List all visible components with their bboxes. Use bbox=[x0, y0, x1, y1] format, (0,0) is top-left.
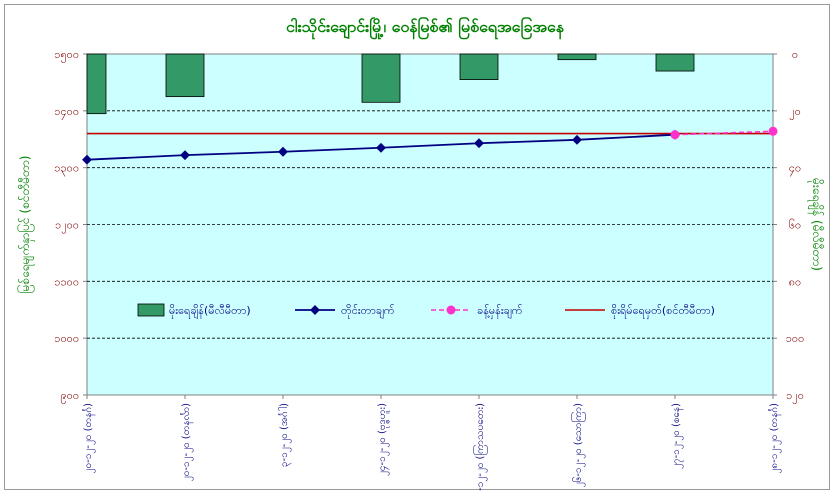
chart-title: ငါးသိုင်းချောင်းမြို့၊ ဝေ​​​န်မြစ်၏ မြစ်… bbox=[286, 16, 565, 40]
right-tick-label: ၈၀ bbox=[789, 275, 801, 288]
right-tick-label: ၂၀ bbox=[789, 105, 801, 120]
forecast-line bbox=[674, 130, 774, 136]
left-tick-label: ၁၅၀၀ bbox=[54, 48, 79, 63]
legend-label-observed: တိုင်းတာချက် bbox=[341, 304, 395, 319]
chart-frame: ငါးသိုင်းချောင်းမြို့၊ ဝေ​​​န်မြစ်၏ မြစ်… bbox=[4, 4, 830, 497]
left-tick-label: ၁၂၀၀ bbox=[55, 219, 79, 234]
left-tick-label: ၁၀၀၀ bbox=[54, 332, 79, 345]
x-tick-label: ၃-၁၂-၂၀ (အင်္ဂါ) bbox=[277, 403, 292, 467]
observed-point bbox=[278, 146, 288, 157]
right-tick-label: ၁၀၀ bbox=[786, 332, 805, 345]
x-tick-label: ၂၆-၁၂-၂၀ (သောကြာ) bbox=[570, 403, 586, 487]
rain-bar bbox=[655, 53, 695, 72]
legend-label-forecast: ခန့်မှန်းချက် bbox=[477, 304, 523, 319]
forecast-point bbox=[670, 130, 680, 140]
y-axis-label-left: မြစ်ရေမျက်နှာပြင် (စင်တီမီတာ) bbox=[16, 156, 35, 294]
y-axis-label-right: မိုးရေချိန် (မီလီမီတာ) bbox=[807, 178, 825, 271]
observed-point bbox=[474, 138, 484, 149]
left-tick-label: ၁၃၀၀ bbox=[54, 162, 79, 177]
rain-bar bbox=[165, 53, 205, 98]
left-tick-label: ၉၀၀ bbox=[60, 389, 79, 404]
observed-point bbox=[180, 150, 190, 161]
x-tick-label: ၂၀-၁၂-၂၀ (တနင်္ဂ) bbox=[81, 403, 96, 474]
legend-swatch-rain bbox=[137, 303, 165, 317]
observed-point bbox=[82, 154, 92, 165]
right-tick-label: ၄၀ bbox=[789, 162, 801, 177]
right-tick-label: ၆၀ bbox=[789, 219, 801, 232]
rain-bar bbox=[86, 53, 107, 115]
x-tick-label: ၂၅-၁၂-၂၀ (ကြာသပတေး) bbox=[472, 403, 488, 491]
rain-bar bbox=[459, 53, 499, 80]
forecast-point bbox=[768, 126, 778, 136]
legend-label-rain: မိုးရေချိန်(မီလီမီတာ) bbox=[169, 304, 251, 319]
x-tick-label: ၂၀-၁၂-၂၀ (တနင်္လာ) bbox=[179, 403, 194, 481]
right-tick-label: ၀ bbox=[792, 48, 798, 61]
left-tick-label: ၁၄၀၀ bbox=[54, 105, 79, 120]
x-tick-label: ၂၈-၁၂-၂၀ (တနင်္ဂ) bbox=[767, 403, 782, 474]
x-tick-label: ၂၄-၁၂-၂၀ (ဗုဒ္ဓဟူး) bbox=[377, 403, 390, 476]
x-tick-label: ၂၇-၁၂-၂၀ (စနေ) bbox=[671, 403, 684, 469]
legend-label-danger: စိုးရိမ်ရေမှတ်(စင်တီမီတာ) bbox=[611, 304, 715, 319]
observed-point bbox=[572, 134, 582, 145]
legend-marker-observed bbox=[310, 305, 320, 315]
left-tick-label: ၁၁၀၀ bbox=[54, 275, 79, 288]
rain-bar bbox=[361, 53, 401, 103]
chart: ငါးသိုင်းချောင်းမြို့၊ ဝေ​​​န်မြစ်၏ မြစ်… bbox=[16, 16, 825, 497]
legend-marker-forecast bbox=[446, 305, 456, 315]
rain-bar bbox=[557, 53, 597, 61]
observed-point bbox=[376, 142, 386, 153]
right-tick-label: ၁၂၀ bbox=[786, 389, 804, 404]
